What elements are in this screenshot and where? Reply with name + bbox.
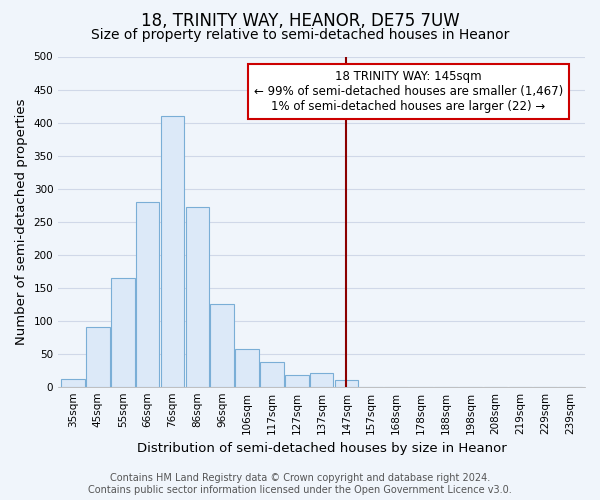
Text: Size of property relative to semi-detached houses in Heanor: Size of property relative to semi-detach… [91, 28, 509, 42]
Bar [335, 380, 358, 386]
Text: 18 TRINITY WAY: 145sqm
← 99% of semi-detached houses are smaller (1,467)
1% of s: 18 TRINITY WAY: 145sqm ← 99% of semi-det… [254, 70, 563, 112]
Bar [211, 304, 234, 386]
Bar [111, 278, 134, 386]
Bar [61, 379, 85, 386]
Bar [86, 327, 110, 386]
Bar [285, 375, 308, 386]
Bar [235, 349, 259, 387]
Bar [161, 116, 184, 386]
Y-axis label: Number of semi-detached properties: Number of semi-detached properties [15, 98, 28, 345]
Bar [310, 374, 334, 386]
Bar [260, 362, 284, 386]
Bar [185, 207, 209, 386]
Text: 18, TRINITY WAY, HEANOR, DE75 7UW: 18, TRINITY WAY, HEANOR, DE75 7UW [140, 12, 460, 30]
X-axis label: Distribution of semi-detached houses by size in Heanor: Distribution of semi-detached houses by … [137, 442, 506, 455]
Bar [136, 202, 160, 386]
Text: Contains HM Land Registry data © Crown copyright and database right 2024.
Contai: Contains HM Land Registry data © Crown c… [88, 474, 512, 495]
